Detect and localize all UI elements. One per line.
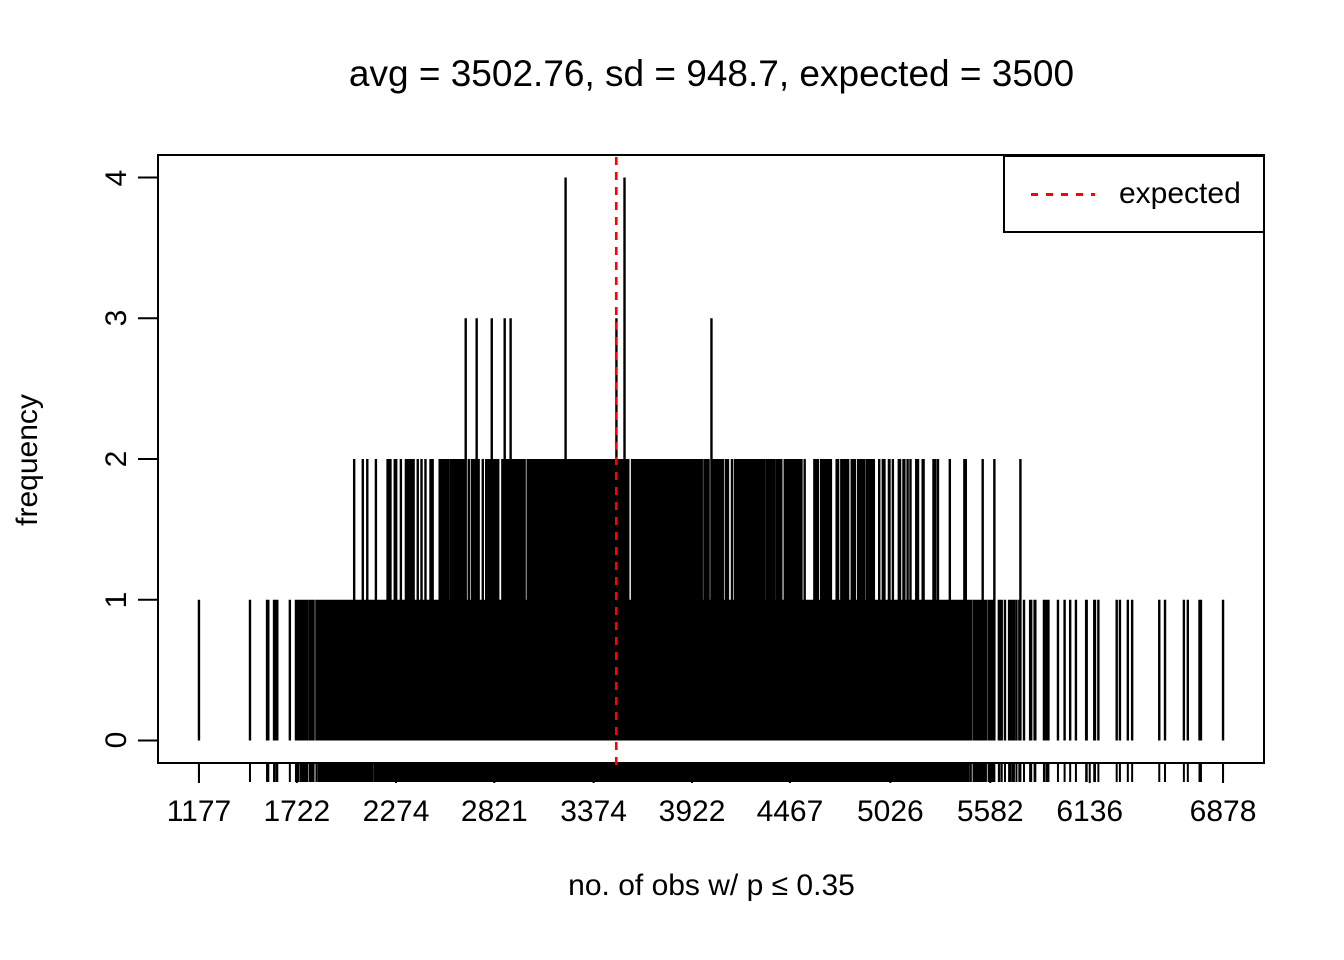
expected-dotted-line-swatch: [1031, 192, 1095, 196]
x-tick-label-6878: 6878: [1189, 795, 1257, 828]
x-axis-label: no. of obs w/ p ≤ 0.35: [568, 869, 855, 902]
x-tick-label-3922: 3922: [658, 795, 726, 828]
y-axis-label: frequency: [11, 394, 44, 526]
plot-title: avg = 3502.76, sd = 948.7, expected = 35…: [348, 53, 1075, 94]
x-tick-label-1722: 1722: [263, 795, 331, 828]
x-tick-label-3374: 3374: [560, 795, 627, 828]
x-tick-label-6136: 6136: [1056, 795, 1124, 828]
x-tick-label-5582: 5582: [956, 795, 1024, 828]
x-tick-label-1177: 1177: [166, 795, 232, 828]
legend-box: expected: [1003, 155, 1265, 233]
y-tick-label-2: 2: [100, 450, 133, 468]
y-tick-label-4: 4: [100, 169, 133, 186]
y-tick-label-0: 0: [100, 732, 133, 749]
x-tick-label-4467: 4467: [756, 795, 824, 828]
y-tick-label-1: 1: [100, 591, 133, 609]
x-tick-label-2274: 2274: [362, 795, 430, 828]
x-tick-label-2821: 2821: [460, 795, 528, 828]
y-tick-label-3: 3: [100, 309, 133, 327]
legend-label: expected: [1119, 177, 1241, 210]
x-tick-label-5026: 5026: [856, 795, 924, 828]
